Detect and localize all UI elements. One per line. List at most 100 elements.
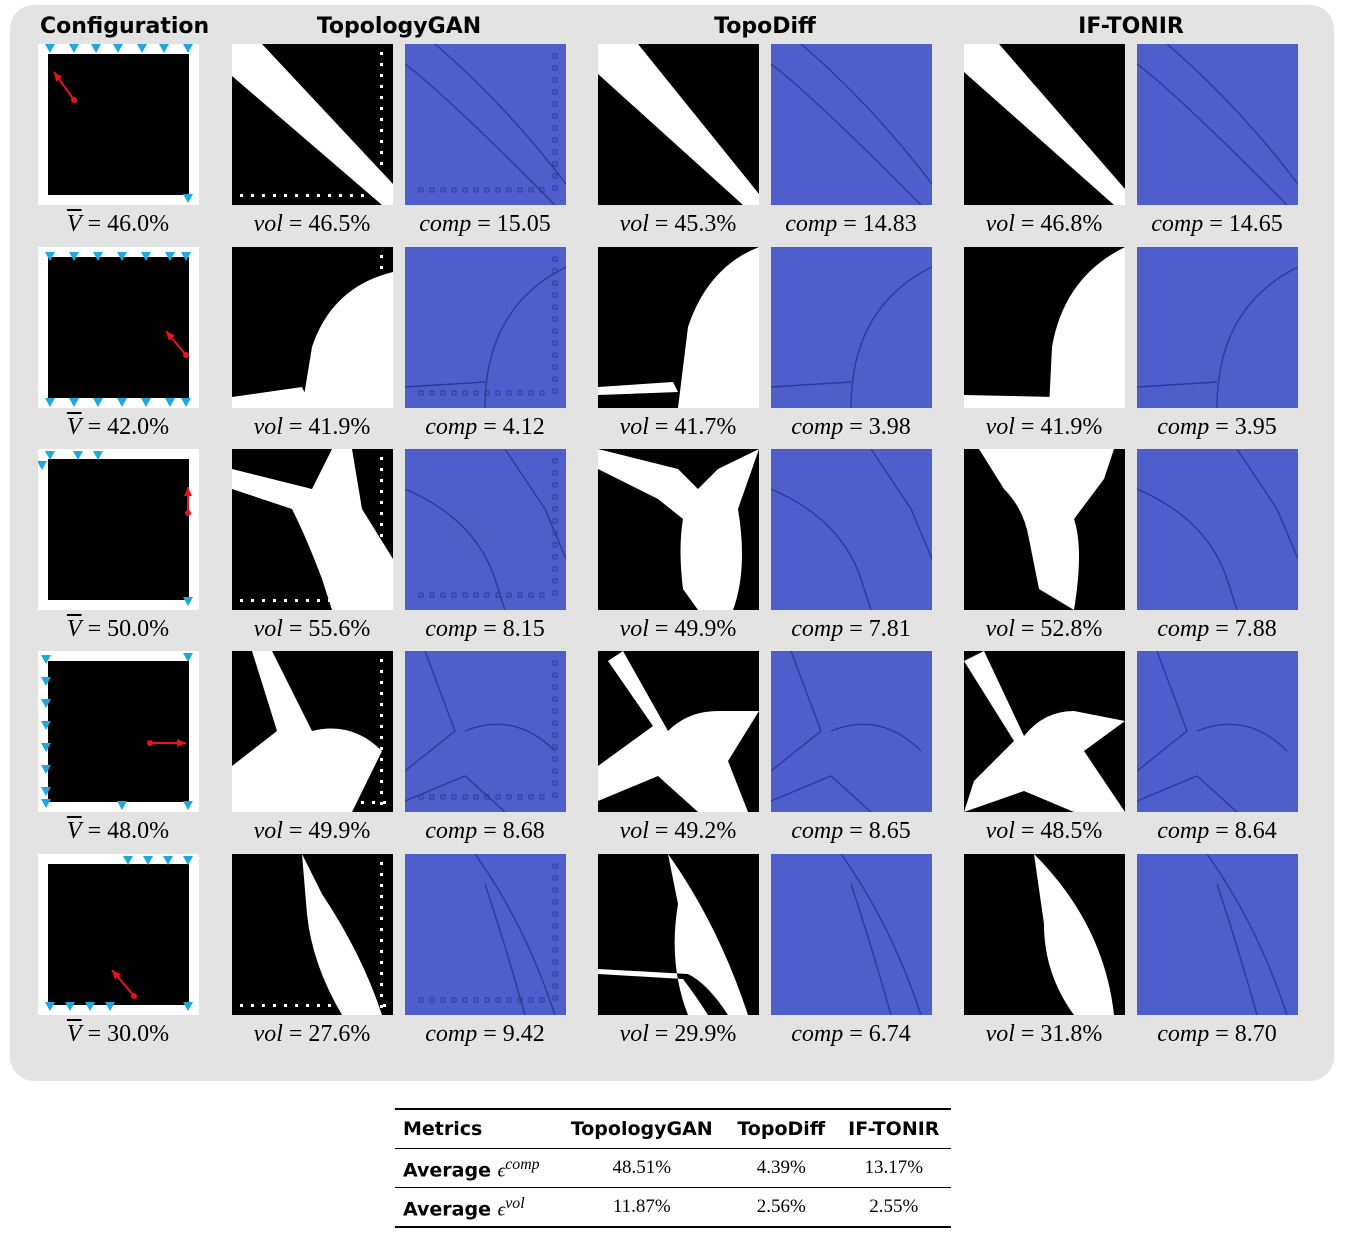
support-marker — [85, 1002, 95, 1011]
header-configuration: Configuration — [40, 14, 210, 39]
caption-value: = 14.83 — [843, 211, 917, 237]
caption-symbol: comp — [1157, 818, 1210, 844]
caption-value: = 41.9% — [288, 414, 371, 440]
support-marker — [93, 398, 103, 407]
compliance-tile — [771, 247, 932, 408]
configuration-tile — [38, 651, 199, 812]
caption-value: = 45.3% — [654, 211, 737, 237]
support-marker — [69, 252, 79, 261]
volume-caption: vol = 31.8% — [944, 1021, 1144, 1048]
caption-value: = 8.68 — [483, 818, 545, 844]
compliance-caption: comp = 7.88 — [1117, 616, 1317, 643]
topology-tile — [598, 44, 759, 205]
caption-symbol: comp — [791, 818, 844, 844]
caption-value: = 27.6% — [288, 1021, 371, 1047]
caption-value: = 8.65 — [849, 818, 911, 844]
target-volume-caption: V = 30.0% — [18, 1021, 218, 1048]
support-marker — [105, 1002, 115, 1011]
support-marker — [117, 801, 127, 810]
th-topodiff: TopoDiff — [725, 1109, 837, 1149]
caption-symbol: comp — [1151, 211, 1204, 237]
topology-tile — [598, 449, 759, 610]
compliance-caption: comp = 8.65 — [751, 818, 951, 845]
caption-symbol: vol — [619, 616, 649, 642]
caption-symbol: comp — [1157, 1021, 1210, 1047]
support-marker — [143, 856, 153, 865]
caption-value: = 8.15 — [483, 616, 545, 642]
caption-value: = 29.9% — [654, 1021, 737, 1047]
compliance-tile — [1137, 44, 1298, 205]
compliance-tile — [405, 247, 566, 408]
caption-symbol: vol — [253, 818, 283, 844]
topology-tile — [598, 651, 759, 812]
volume-caption: vol = 48.5% — [944, 818, 1144, 845]
topology-tile — [598, 247, 759, 408]
support-marker — [41, 699, 51, 708]
caption-symbol: V — [66, 414, 82, 440]
th-metrics: Metrics — [395, 1109, 558, 1149]
support-marker — [41, 787, 51, 796]
support-marker — [183, 1002, 193, 1011]
caption-symbol: vol — [619, 1021, 649, 1047]
compliance-tile — [1137, 854, 1298, 1015]
caption-symbol: vol — [253, 1021, 283, 1047]
volume-caption: vol = 49.2% — [578, 818, 778, 845]
support-marker — [163, 856, 173, 865]
caption-symbol: V — [66, 616, 82, 642]
topology-tile — [964, 44, 1125, 205]
support-marker — [137, 44, 147, 53]
support-marker — [117, 252, 127, 261]
support-marker — [65, 1002, 75, 1011]
caption-symbol: comp — [425, 818, 478, 844]
cell-value: 4.39% — [725, 1148, 837, 1188]
caption-value: = 46.0% — [87, 211, 170, 237]
caption-symbol: vol — [253, 414, 283, 440]
caption-symbol: comp — [785, 211, 838, 237]
support-marker — [41, 743, 51, 752]
caption-symbol: vol — [985, 616, 1015, 642]
caption-value: = 49.2% — [654, 818, 737, 844]
configuration-tile — [38, 449, 199, 610]
compliance-caption: comp = 4.12 — [385, 414, 585, 441]
support-marker — [141, 252, 151, 261]
caption-value: = 42.0% — [87, 414, 170, 440]
caption-value: = 8.70 — [1215, 1021, 1277, 1047]
compliance-tile — [405, 44, 566, 205]
support-marker — [45, 44, 55, 53]
caption-symbol: V — [66, 1021, 82, 1047]
volume-caption: vol = 46.5% — [212, 211, 412, 238]
volume-caption: vol = 41.9% — [212, 414, 412, 441]
caption-symbol: vol — [619, 818, 649, 844]
configuration-tile — [38, 44, 199, 205]
compliance-caption: comp = 8.64 — [1117, 818, 1317, 845]
caption-value: = 50.0% — [87, 616, 170, 642]
th-topologygan: TopologyGAN — [557, 1109, 726, 1149]
volume-caption: vol = 49.9% — [212, 818, 412, 845]
support-marker — [41, 721, 51, 730]
volume-caption: vol = 41.7% — [578, 414, 778, 441]
support-marker — [159, 44, 169, 53]
header-topodiff: TopoDiff — [714, 14, 816, 39]
support-marker — [73, 451, 83, 460]
compliance-caption: comp = 8.70 — [1117, 1021, 1317, 1048]
support-marker — [45, 451, 55, 460]
target-volume-caption: V = 42.0% — [18, 414, 218, 441]
topology-tile — [964, 449, 1125, 610]
compliance-caption: comp = 8.68 — [385, 818, 585, 845]
row-label: Average ϵcomp — [395, 1148, 558, 1188]
caption-symbol: vol — [619, 414, 649, 440]
support-marker — [45, 252, 55, 261]
caption-value: = 49.9% — [288, 818, 371, 844]
support-marker — [183, 44, 193, 53]
caption-value: = 52.8% — [1020, 616, 1103, 642]
caption-value: = 41.9% — [1020, 414, 1103, 440]
topology-tile — [232, 651, 393, 812]
support-marker — [183, 801, 193, 810]
caption-value: = 7.88 — [1215, 616, 1277, 642]
caption-value: = 31.8% — [1020, 1021, 1103, 1047]
compliance-caption: comp = 7.81 — [751, 616, 951, 643]
compliance-caption: comp = 8.15 — [385, 616, 585, 643]
caption-symbol: vol — [253, 616, 283, 642]
configuration-tile — [38, 247, 199, 408]
row-label: Average ϵvol — [403, 1194, 525, 1221]
